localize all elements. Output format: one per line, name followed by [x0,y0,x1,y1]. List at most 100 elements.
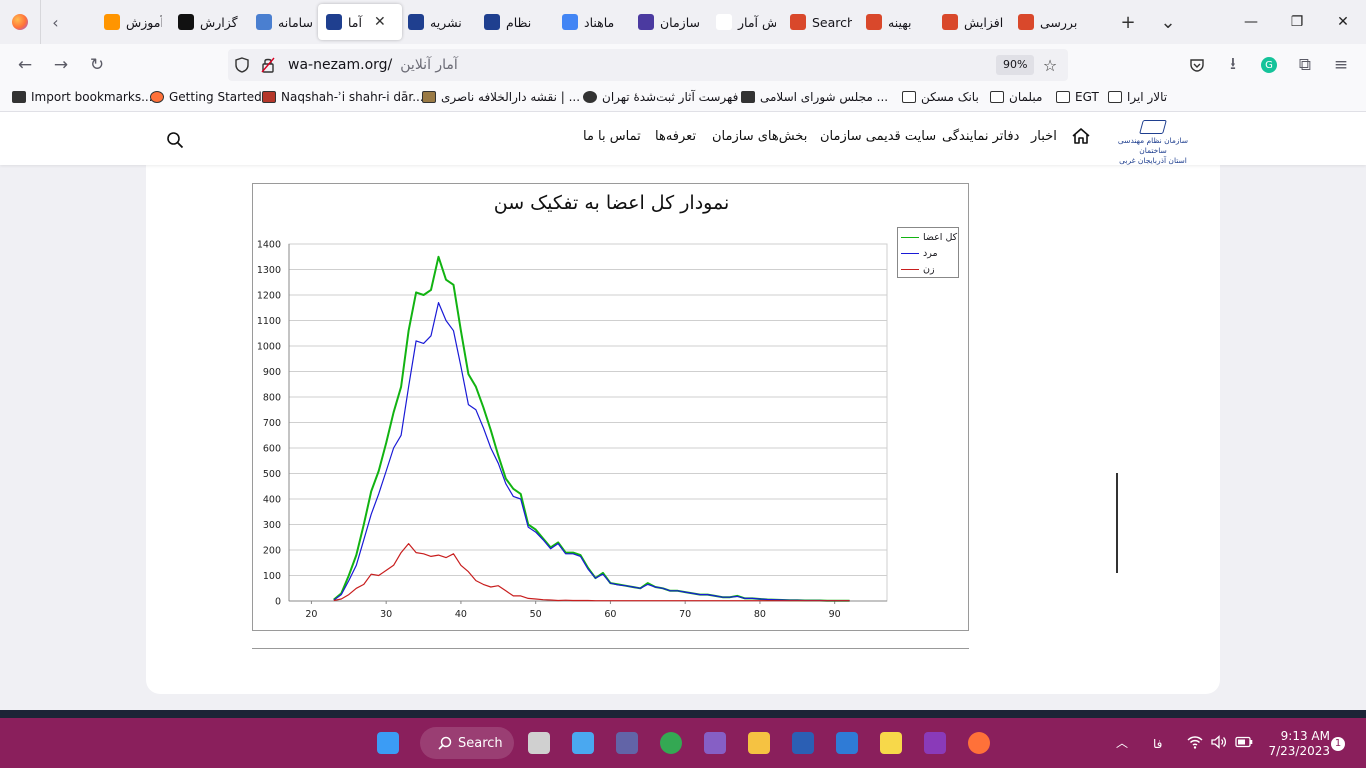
orange-circle-icon [104,14,120,30]
restore-button[interactable]: ❐ [1290,14,1304,30]
language-indicator[interactable]: فا [1153,737,1163,751]
nav-news[interactable]: اخبار [1031,129,1057,144]
y-tick-label: 600 [263,444,281,455]
pocket-icon[interactable] [1182,50,1212,80]
system-clock[interactable]: 9:13 AM 7/23/2023 [1262,729,1330,759]
notification-badge[interactable]: 1 [1331,737,1345,751]
menu-icon[interactable]: ≡ [1333,55,1349,75]
tab[interactable]: بررسی [1010,4,1084,40]
nav-old-site[interactable]: سایت قدیمی سازمان [820,129,937,144]
tab-label: ماهناد [584,14,615,30]
bookmark-item[interactable]: مبلمان [990,90,1042,104]
nav-tariffs[interactable]: تعرفه‌ها [655,129,697,144]
taskbar-app[interactable] [919,727,951,759]
zoom-indicator[interactable]: 90% [996,55,1035,75]
site-logo[interactable]: سازمان نظام مهندسی ساختمان استان آذربایج… [1104,120,1202,165]
tab[interactable]: سامانه [248,4,312,40]
tab[interactable]: گزارش آمار [708,4,776,40]
shield-icon[interactable] [234,57,250,73]
bookmark-item[interactable]: مجلس شورای اسلامی ... [741,90,888,104]
nav-sections[interactable]: بخش‌های سازمان [712,129,808,144]
firefox-view-button[interactable] [0,0,40,44]
bookmark-star-icon[interactable]: ☆ [1042,55,1058,75]
bookmark-item[interactable]: EGT [1056,90,1099,104]
search-icon [438,736,452,750]
firefox-icon [12,14,28,30]
bookmark-item[interactable]: Getting Started [150,90,262,104]
x-tick-label: 90 [829,609,841,620]
tab[interactable]: افزایش [934,4,1004,40]
bookmark-item[interactable]: Import bookmarks... [12,90,153,104]
close-tab-icon[interactable]: ✕ [373,14,386,30]
red-badge-icon [942,14,958,30]
line-chart: 0 100 200 300 400 500 600 700 800 900 1000 1100 1200… [257,240,888,620]
tab[interactable]: سازمان [630,4,700,40]
tab[interactable]: آموزش [96,4,162,40]
close-window-button[interactable]: ✕ [1337,14,1349,30]
word-icon [792,732,814,754]
grammarly-icon[interactable]: G [1254,50,1284,80]
reload-button[interactable]: ↻ [89,55,105,75]
insecure-lock-icon[interactable] [260,57,276,73]
sticky-notes-icon [880,732,902,754]
url-text[interactable]: wa-nezam.org/آمار آنلاین [288,57,458,73]
nav-offices[interactable]: دفاتر نمایندگی [942,129,1020,144]
legend-swatch [901,268,919,271]
taskbar-app[interactable] [523,727,555,759]
taskbar-app[interactable] [787,727,819,759]
folder-icon [902,91,916,103]
home-icon[interactable] [1071,127,1091,149]
red-badge-icon [866,14,882,30]
tab[interactable]: بهینه [858,4,928,40]
tab[interactable]: نظام [476,4,546,40]
tab[interactable]: گزارش [170,4,242,40]
tab-label: آما [348,14,362,30]
tab[interactable]: ماهناد [554,4,624,40]
battery-icon[interactable] [1235,736,1253,751]
windows-start-icon [377,732,399,754]
minimize-button[interactable]: — [1244,14,1258,30]
tab[interactable]: آما ✕ [318,4,402,40]
show-hidden-icons-chevron-icon[interactable]: ︿ [1116,736,1129,750]
tab[interactable]: Search [782,4,852,40]
taskbar-app[interactable] [372,727,404,759]
extensions-icon[interactable]: ⧉ [1298,55,1312,75]
downloads-icon[interactable]: ⭳ [1230,53,1236,74]
nav-contact[interactable]: تماس با ما [583,129,641,144]
address-bar[interactable]: wa-nezam.org/آمار آنلاین 90% ☆ [228,49,1068,81]
taskbar-app[interactable] [655,727,687,759]
bookmark-item[interactable]: نقشه دارالخلافه ناصری | ... [422,90,580,104]
nezam-logo-icon [408,14,424,30]
bookmark-item[interactable]: تالار ایرا [1108,90,1167,104]
taskbar-app[interactable] [611,727,643,759]
image-icon [422,91,436,103]
new-tab-button[interactable]: + [1120,11,1136,33]
tab[interactable]: نشریه [400,4,468,40]
bookmark-item[interactable]: بانک مسکن [902,90,979,104]
bookmark-label: تالار ایرا [1127,90,1168,104]
taskbar-search[interactable]: Search [420,727,514,759]
legend-entry: مرد [901,248,938,259]
taskbar-app[interactable] [831,727,863,759]
taskbar-app[interactable] [963,727,995,759]
import-icon [12,91,26,103]
bookmark-item[interactable]: Naqshah-ʾi shahr-i dār... [262,90,424,104]
taskbar-app[interactable] [875,727,907,759]
scroll-indicator [1116,473,1118,573]
y-tick-label: 1000 [257,342,281,353]
logo-line2: استان آذربایجان غربی [1119,156,1187,165]
forward-button[interactable]: → [53,55,69,75]
taskbar-search-label: Search [458,735,503,751]
folder-icon [990,91,1004,103]
taskbar-app[interactable] [699,727,731,759]
taskbar-app[interactable] [743,727,775,759]
list-all-tabs-button[interactable]: ⌄ [1160,11,1176,33]
y-tick-label: 200 [263,546,281,557]
search-icon[interactable] [166,131,184,153]
volume-icon[interactable] [1211,735,1227,752]
back-button[interactable]: ← [17,55,33,75]
wifi-icon[interactable] [1187,735,1203,752]
tabs-scroll-left-button[interactable]: ‹ [40,0,70,44]
bookmark-item[interactable]: فهرست آثار ثبت‌شدهٔ تهران [583,90,738,104]
taskbar-app[interactable] [567,727,599,759]
